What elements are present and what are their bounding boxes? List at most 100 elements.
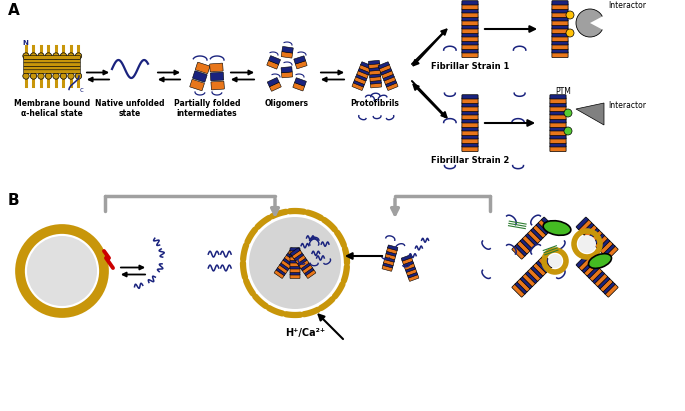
FancyBboxPatch shape	[276, 268, 286, 275]
FancyBboxPatch shape	[552, 20, 568, 25]
Circle shape	[30, 73, 37, 79]
FancyBboxPatch shape	[290, 248, 299, 256]
Circle shape	[53, 53, 59, 59]
Ellipse shape	[543, 221, 571, 236]
Circle shape	[68, 73, 74, 79]
FancyBboxPatch shape	[462, 103, 478, 107]
Circle shape	[60, 53, 66, 59]
FancyBboxPatch shape	[294, 56, 306, 64]
FancyBboxPatch shape	[387, 247, 397, 254]
Text: N: N	[22, 40, 28, 46]
FancyBboxPatch shape	[586, 228, 599, 240]
Text: B: B	[8, 193, 20, 208]
FancyBboxPatch shape	[531, 228, 543, 240]
Text: Interactor: Interactor	[608, 101, 646, 109]
FancyBboxPatch shape	[552, 12, 568, 18]
FancyBboxPatch shape	[462, 146, 478, 152]
FancyBboxPatch shape	[584, 224, 597, 238]
Circle shape	[75, 53, 82, 59]
FancyBboxPatch shape	[358, 68, 369, 75]
Circle shape	[564, 127, 572, 135]
Text: Oligomers: Oligomers	[265, 99, 309, 108]
FancyBboxPatch shape	[462, 130, 478, 136]
FancyBboxPatch shape	[550, 138, 566, 143]
FancyBboxPatch shape	[297, 258, 307, 266]
FancyBboxPatch shape	[597, 238, 610, 251]
FancyBboxPatch shape	[279, 263, 289, 270]
FancyBboxPatch shape	[550, 106, 566, 112]
FancyBboxPatch shape	[369, 69, 380, 75]
FancyBboxPatch shape	[592, 271, 604, 284]
FancyBboxPatch shape	[527, 268, 541, 281]
Text: H⁺/Ca²⁺: H⁺/Ca²⁺	[285, 328, 325, 338]
FancyBboxPatch shape	[281, 259, 292, 268]
FancyBboxPatch shape	[286, 253, 296, 261]
FancyBboxPatch shape	[552, 44, 568, 50]
Circle shape	[27, 236, 97, 306]
FancyBboxPatch shape	[538, 219, 552, 233]
Text: Native unfolded
state: Native unfolded state	[95, 99, 165, 118]
FancyBboxPatch shape	[282, 72, 292, 78]
FancyBboxPatch shape	[462, 33, 478, 37]
FancyBboxPatch shape	[369, 73, 381, 78]
FancyBboxPatch shape	[24, 59, 80, 63]
FancyBboxPatch shape	[550, 122, 566, 127]
FancyBboxPatch shape	[520, 276, 533, 289]
FancyBboxPatch shape	[462, 106, 478, 112]
FancyBboxPatch shape	[408, 274, 419, 282]
FancyBboxPatch shape	[462, 143, 478, 147]
FancyBboxPatch shape	[299, 259, 309, 268]
FancyBboxPatch shape	[603, 282, 615, 294]
Circle shape	[30, 53, 37, 59]
FancyBboxPatch shape	[211, 81, 225, 90]
FancyBboxPatch shape	[406, 268, 416, 276]
FancyBboxPatch shape	[24, 70, 80, 73]
FancyBboxPatch shape	[538, 257, 552, 270]
FancyBboxPatch shape	[462, 12, 478, 18]
FancyBboxPatch shape	[525, 233, 538, 245]
Circle shape	[249, 217, 341, 309]
FancyBboxPatch shape	[383, 74, 394, 81]
FancyBboxPatch shape	[370, 76, 381, 81]
FancyBboxPatch shape	[295, 254, 306, 263]
Circle shape	[38, 53, 45, 59]
Text: Fibrillar Strain 2: Fibrillar Strain 2	[431, 156, 509, 165]
FancyBboxPatch shape	[552, 41, 568, 45]
FancyBboxPatch shape	[352, 82, 364, 90]
FancyBboxPatch shape	[406, 266, 416, 272]
FancyBboxPatch shape	[550, 143, 566, 147]
FancyBboxPatch shape	[462, 119, 478, 123]
FancyBboxPatch shape	[382, 265, 393, 271]
FancyBboxPatch shape	[552, 1, 568, 5]
FancyBboxPatch shape	[523, 273, 536, 286]
FancyBboxPatch shape	[550, 130, 566, 136]
FancyBboxPatch shape	[386, 80, 397, 87]
Circle shape	[53, 73, 59, 79]
FancyBboxPatch shape	[462, 95, 478, 99]
Text: Fibrillar Strain 1: Fibrillar Strain 1	[431, 62, 509, 71]
Text: Protofibrils: Protofibrils	[351, 99, 399, 108]
FancyBboxPatch shape	[195, 62, 210, 74]
FancyBboxPatch shape	[290, 248, 300, 256]
FancyBboxPatch shape	[269, 55, 280, 65]
FancyBboxPatch shape	[462, 20, 478, 25]
FancyBboxPatch shape	[290, 274, 300, 279]
FancyBboxPatch shape	[462, 4, 478, 9]
Circle shape	[38, 73, 45, 79]
FancyBboxPatch shape	[592, 233, 604, 245]
FancyBboxPatch shape	[383, 262, 393, 268]
FancyBboxPatch shape	[269, 82, 282, 91]
FancyBboxPatch shape	[290, 260, 300, 263]
FancyBboxPatch shape	[354, 76, 366, 84]
FancyBboxPatch shape	[401, 255, 412, 261]
FancyBboxPatch shape	[369, 67, 380, 71]
FancyBboxPatch shape	[517, 240, 531, 254]
FancyBboxPatch shape	[552, 25, 568, 29]
FancyBboxPatch shape	[386, 82, 398, 90]
Circle shape	[566, 29, 574, 37]
FancyBboxPatch shape	[210, 72, 224, 81]
FancyBboxPatch shape	[462, 9, 478, 13]
FancyBboxPatch shape	[386, 251, 397, 256]
FancyBboxPatch shape	[382, 70, 393, 79]
FancyBboxPatch shape	[605, 284, 618, 297]
